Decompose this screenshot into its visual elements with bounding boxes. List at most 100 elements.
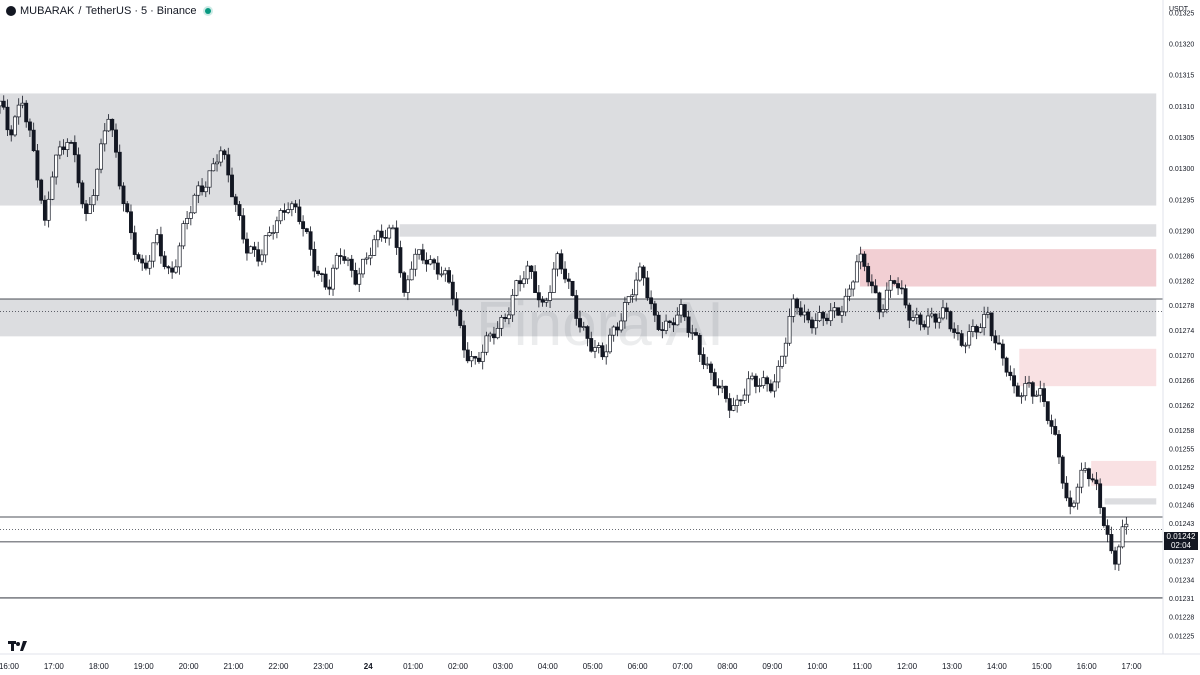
candle-body bbox=[132, 232, 137, 255]
current-price-tag: 0.01242 02:04 bbox=[1164, 532, 1198, 550]
candle-body bbox=[533, 271, 538, 293]
y-axis-ticks: 0.01325 0.01320 0.01315 0.01310 0.01305 0.013… bbox=[1169, 10, 1194, 640]
candle-body bbox=[39, 179, 44, 201]
candle-body bbox=[289, 203, 294, 210]
candle-body bbox=[65, 142, 70, 150]
candle-body bbox=[1113, 550, 1118, 565]
candle-body bbox=[91, 195, 96, 206]
candle-body bbox=[918, 314, 923, 325]
candle-body bbox=[263, 235, 268, 256]
candle-body bbox=[652, 303, 657, 316]
candle-body bbox=[746, 378, 751, 396]
candle-body bbox=[301, 221, 306, 230]
candle-body bbox=[757, 385, 762, 387]
y-tick-label: 0.01258 bbox=[1169, 428, 1194, 435]
candle-body bbox=[619, 320, 624, 331]
x-tick-label: 08:00 bbox=[717, 662, 738, 671]
candle-body bbox=[884, 289, 889, 310]
candle-body bbox=[54, 154, 59, 178]
candle-body bbox=[712, 372, 717, 387]
x-tick-label: 15:00 bbox=[1032, 662, 1053, 671]
candle-body bbox=[69, 142, 74, 144]
candle-body bbox=[1042, 388, 1046, 402]
candle-body bbox=[911, 317, 915, 321]
candle-body bbox=[1068, 497, 1073, 507]
candle-body bbox=[35, 150, 40, 181]
candle-body bbox=[1090, 478, 1095, 481]
y-tick-label: 0.01231 bbox=[1169, 596, 1194, 603]
x-tick-label: 21:00 bbox=[223, 662, 244, 671]
candle-body bbox=[491, 333, 496, 339]
candle-body bbox=[121, 185, 126, 205]
x-tick-label: 05:00 bbox=[583, 662, 604, 671]
y-tick-label: 0.01262 bbox=[1169, 403, 1194, 410]
candle-body bbox=[873, 285, 878, 294]
symbol-header[interactable]: MUBARAK / TetherUS · 5 · Binance bbox=[6, 4, 211, 18]
lines-layer bbox=[0, 298, 1163, 599]
candle-body bbox=[828, 310, 833, 322]
x-tick-label: 20:00 bbox=[179, 662, 200, 671]
candle-body bbox=[787, 316, 792, 344]
grey-zone-thin bbox=[399, 224, 1157, 237]
candle-body bbox=[697, 334, 702, 355]
candle-body bbox=[473, 356, 478, 359]
y-tick-label: 0.01286 bbox=[1169, 253, 1194, 260]
candle-body bbox=[420, 249, 425, 261]
y-tick-label: 0.01278 bbox=[1169, 303, 1194, 310]
candle-body bbox=[985, 312, 990, 315]
candle-body bbox=[129, 211, 133, 234]
x-tick-label: 13:00 bbox=[942, 662, 963, 671]
candle-body bbox=[798, 307, 803, 316]
candle-body bbox=[151, 242, 156, 262]
candle-body bbox=[783, 342, 788, 357]
candle-body bbox=[372, 239, 377, 256]
candle-body bbox=[563, 268, 567, 280]
candle-body bbox=[259, 254, 264, 262]
candle-body bbox=[435, 262, 440, 275]
candle-body bbox=[185, 218, 190, 224]
candle-body bbox=[95, 168, 100, 196]
x-tick-label: 16:00 bbox=[1077, 662, 1098, 671]
candle-body bbox=[892, 280, 897, 284]
candle-body bbox=[660, 329, 665, 331]
candle-body bbox=[574, 295, 579, 319]
candle-body bbox=[929, 313, 934, 317]
candle-body bbox=[80, 182, 85, 205]
candle-body bbox=[671, 322, 676, 326]
candle-body bbox=[877, 292, 882, 313]
candle-body bbox=[1079, 469, 1084, 488]
candle-body bbox=[1101, 507, 1106, 526]
candle-body bbox=[933, 313, 938, 323]
x-tick-label: 18:00 bbox=[89, 662, 110, 671]
candle-body bbox=[1071, 502, 1076, 507]
candle-body bbox=[458, 309, 463, 326]
candle-body bbox=[5, 106, 10, 131]
candle-body bbox=[327, 286, 332, 290]
candle-body bbox=[952, 328, 957, 333]
candle-body bbox=[173, 266, 178, 273]
candle-body bbox=[503, 317, 508, 320]
tradingview-logo-icon[interactable] bbox=[8, 640, 28, 656]
candle-body bbox=[211, 163, 216, 172]
y-tick-label: 0.01295 bbox=[1169, 197, 1194, 204]
candle-body bbox=[1075, 486, 1080, 504]
candle-body bbox=[738, 399, 743, 402]
candle-body bbox=[540, 299, 545, 303]
y-tick-label: 0.01320 bbox=[1169, 42, 1194, 49]
candle-body bbox=[57, 146, 62, 156]
candle-body bbox=[963, 344, 968, 347]
candle-body bbox=[278, 210, 283, 222]
candle-body bbox=[641, 266, 646, 279]
candle-body bbox=[465, 349, 470, 362]
candle-body bbox=[155, 234, 160, 244]
candle-body bbox=[226, 154, 231, 176]
candle-body bbox=[634, 279, 639, 296]
x-tick-label: 22:00 bbox=[268, 662, 289, 671]
y-tick-label: 0.01270 bbox=[1169, 353, 1194, 360]
candle-body bbox=[810, 319, 814, 329]
candle-body bbox=[521, 278, 526, 285]
y-tick-label: 0.01305 bbox=[1169, 135, 1194, 142]
candle-body bbox=[944, 307, 949, 312]
